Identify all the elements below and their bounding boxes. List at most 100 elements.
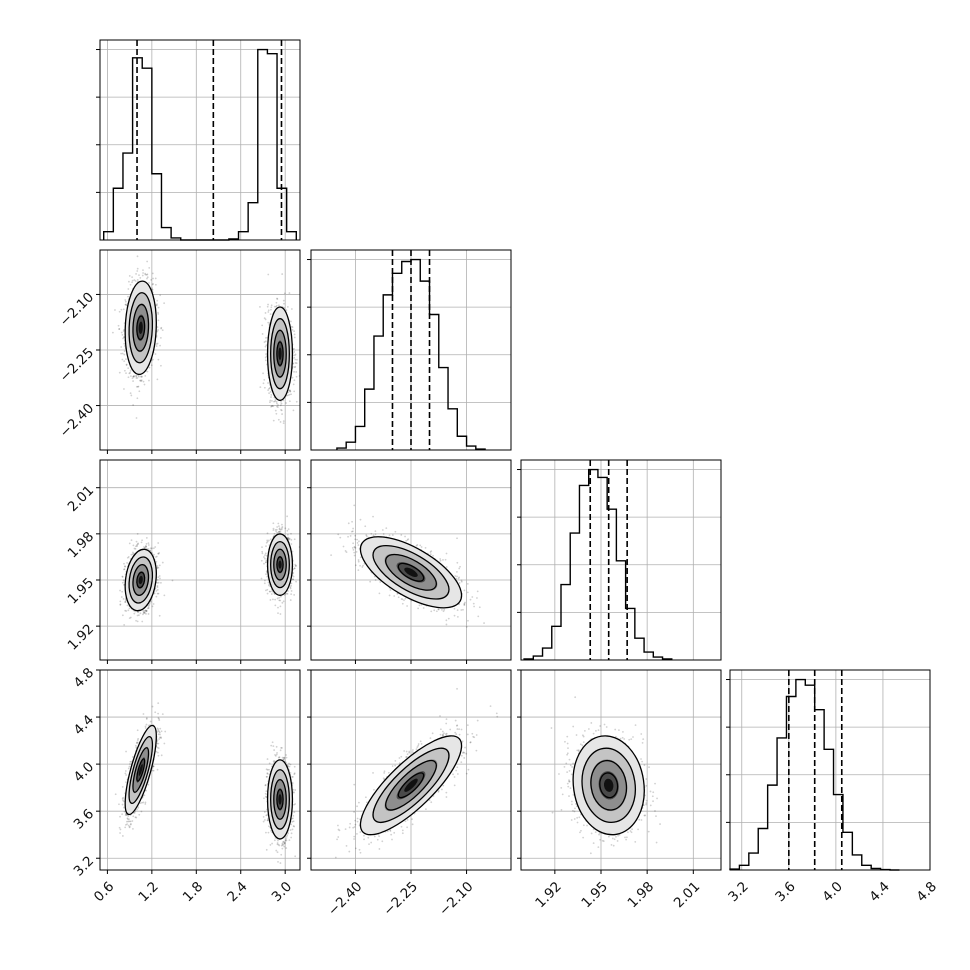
sample-point (295, 400, 298, 403)
sample-point (122, 337, 124, 340)
sample-point (145, 274, 148, 276)
sample-point (264, 345, 267, 348)
sample-point (155, 589, 158, 592)
sample-point (119, 604, 122, 606)
sample-point (263, 557, 266, 560)
sample-point (144, 374, 147, 377)
sample-point (135, 375, 138, 378)
sample-point (280, 409, 283, 412)
sample-point (290, 308, 293, 310)
sample-point (296, 358, 298, 361)
sample-point (278, 525, 280, 528)
sample-point (163, 302, 166, 305)
sample-point (261, 324, 264, 327)
sample-point (156, 378, 159, 381)
sample-point (276, 297, 278, 300)
sample-point (277, 612, 279, 615)
sample-point (290, 590, 293, 592)
sample-point (279, 530, 282, 533)
sample-point (293, 366, 296, 369)
density-contour (270, 318, 290, 390)
histogram-panel (517, 459, 722, 661)
sample-point (136, 385, 139, 388)
sample-point (267, 309, 270, 312)
sample-point (128, 280, 130, 283)
sample-point (143, 611, 146, 614)
sample-point (119, 600, 122, 603)
sample-point (283, 292, 286, 295)
sample-point (118, 328, 121, 330)
sample-point (145, 543, 148, 545)
sample-point (148, 379, 150, 382)
sample-point (266, 540, 269, 543)
sample-point (138, 390, 141, 393)
sample-point (268, 387, 270, 390)
sample-point (126, 556, 129, 559)
sample-point (271, 405, 273, 408)
sample-point (283, 302, 285, 305)
sample-point (272, 522, 275, 525)
sample-point (111, 331, 114, 334)
sample-point (265, 344, 268, 347)
sample-point (290, 325, 293, 328)
sample-point (160, 581, 162, 584)
sample-point (293, 347, 295, 350)
sample-point (124, 303, 127, 306)
sample-point (145, 609, 148, 612)
sample-point (278, 304, 280, 307)
sample-point (261, 333, 264, 335)
sample-point (135, 385, 138, 388)
sample-point (294, 362, 297, 364)
sample-point (271, 404, 274, 407)
sample-point (292, 575, 295, 578)
sample-point (137, 611, 140, 614)
sample-point (271, 399, 273, 402)
panel-frame (99, 249, 301, 451)
sample-point (121, 581, 124, 584)
sample-point (141, 375, 144, 378)
sample-point (271, 590, 274, 593)
sample-point (145, 610, 148, 613)
sample-point (293, 351, 296, 353)
sample-point (128, 617, 131, 620)
sample-point (266, 575, 269, 578)
sample-point (118, 371, 121, 374)
sample-point (154, 277, 157, 280)
sample-point (276, 406, 279, 409)
sample-point (157, 576, 160, 579)
sample-point (136, 620, 139, 623)
sample-point (157, 592, 160, 595)
sample-point (122, 308, 125, 311)
sample-point (142, 380, 145, 383)
sample-point (156, 592, 159, 595)
sample-point (137, 542, 140, 545)
sample-point (147, 542, 150, 545)
sample-point (145, 546, 148, 548)
sample-point (131, 551, 134, 554)
sample-point (132, 404, 135, 406)
sample-point (288, 393, 291, 396)
sample-point (123, 624, 126, 626)
sample-point (121, 575, 124, 578)
sample-point (127, 376, 130, 379)
sample-point (148, 282, 150, 284)
sample-point (275, 305, 277, 308)
sample-point (138, 274, 140, 277)
sample-point (160, 326, 163, 329)
sample-point (124, 299, 127, 301)
sample-point (136, 545, 138, 547)
sample-point (280, 402, 283, 405)
sample-point (292, 383, 295, 386)
sample-point (282, 422, 285, 425)
sample-point (122, 330, 125, 332)
sample-point (121, 333, 124, 336)
sample-point (157, 552, 160, 555)
sample-point (125, 364, 128, 366)
sample-point (268, 387, 271, 389)
sample-point (292, 578, 294, 581)
sample-point (121, 614, 124, 617)
sample-point (159, 294, 162, 297)
sample-point (292, 409, 295, 412)
sample-point (265, 336, 267, 339)
